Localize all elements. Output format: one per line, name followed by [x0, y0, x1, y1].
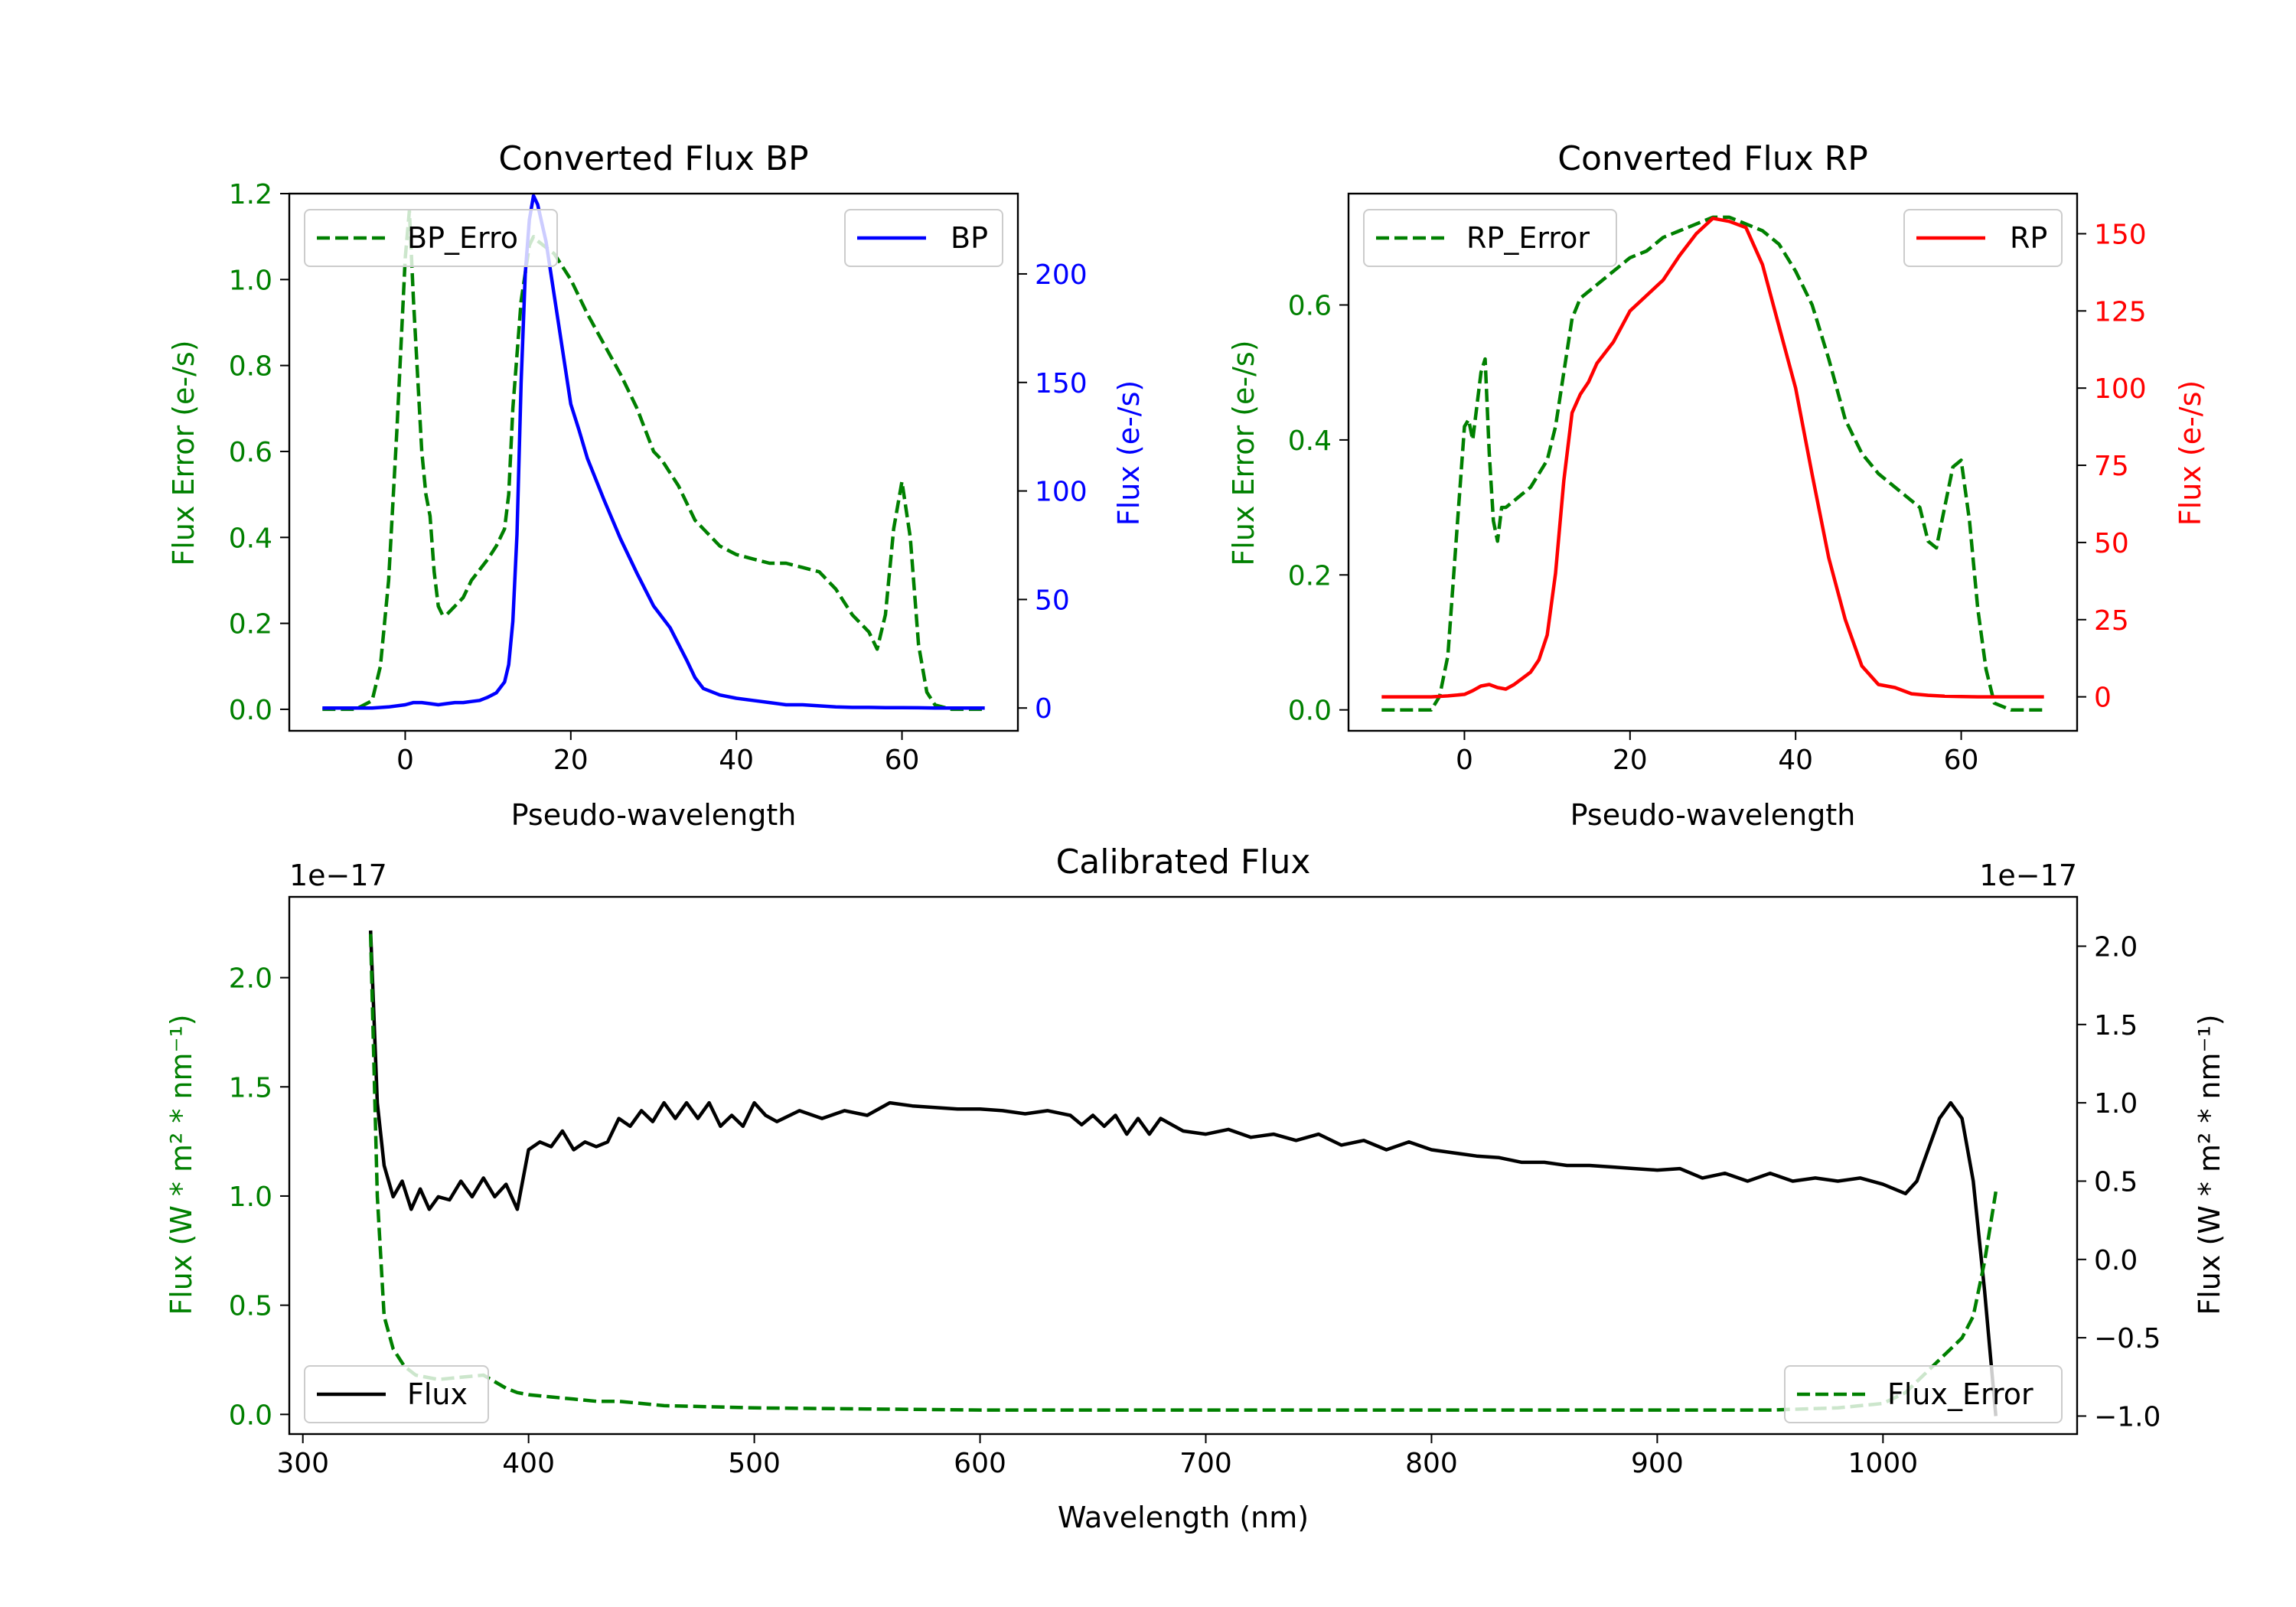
- x-tick-label: 0: [396, 745, 414, 776]
- panel-bp-title: Converted Flux BP: [498, 139, 808, 178]
- x-tick-label: 20: [1613, 745, 1648, 776]
- y-right-tick-label: −1.0: [2094, 1401, 2161, 1433]
- y-right-tick-label: 150: [1035, 368, 1088, 399]
- y-right-tick-label: 0: [2094, 683, 2112, 714]
- x-tick-label: 600: [954, 1448, 1006, 1479]
- y-left-tick-label: 0.2: [1288, 560, 1332, 592]
- y-right-tick-label: 1.5: [2094, 1010, 2138, 1041]
- y-left-tick-label: 1.0: [229, 265, 272, 296]
- y-right-tick-label: 25: [2094, 605, 2129, 637]
- x-tick-label: 400: [502, 1448, 555, 1479]
- x-tick-label: 800: [1405, 1448, 1458, 1479]
- legend-box: [304, 1365, 489, 1423]
- panel-calibrated-offset-left: 1e−17: [289, 859, 387, 892]
- panel-bp-frame: [288, 192, 1019, 732]
- panel-calibrated-frame: [288, 895, 2079, 1436]
- y-left-tick-label: 0.8: [229, 351, 272, 383]
- legend-box: [1363, 209, 1617, 267]
- panel-bp-ylabel-right: Flux (e-/s): [1112, 380, 1146, 526]
- panel-rp-title: Converted Flux RP: [1557, 139, 1868, 178]
- panel-calibrated-ylabel-left: Flux (W * m² * nm⁻¹): [165, 1014, 198, 1315]
- y-right-tick-label: 100: [1035, 477, 1088, 508]
- legend-label-flux-error: Flux_Error: [1887, 1377, 2033, 1411]
- legend-label-flux: Flux: [407, 1377, 468, 1411]
- y-left-tick-label: 0.6: [229, 437, 272, 468]
- x-tick-label: 500: [728, 1448, 781, 1479]
- series-line-bp-error: [322, 209, 985, 712]
- panel-calibrated-ylabel-right: Flux (W * m² * nm⁻¹): [2193, 1014, 2226, 1315]
- x-tick-label: 60: [885, 745, 920, 776]
- panel-bp-xlabel: Pseudo-wavelength: [511, 798, 797, 832]
- panel-calibrated-legend-left: Flux: [304, 1365, 489, 1423]
- series-line-rp-error: [1381, 215, 2044, 712]
- panel-bp-ylabel-left: Flux Error (e-/s): [167, 340, 201, 566]
- y-left-tick-label: 0.0: [1288, 696, 1332, 727]
- y-right-tick-label: 50: [1035, 585, 1070, 616]
- y-left-tick-label: 0.0: [229, 695, 272, 726]
- series-line-rp: [1381, 217, 2044, 699]
- panel-rp-xlabel: Pseudo-wavelength: [1570, 798, 1856, 832]
- legend-label-bp: BP: [951, 221, 988, 255]
- x-tick-label: 900: [1631, 1448, 1684, 1479]
- y-left-tick-label: 2.0: [229, 963, 272, 995]
- x-tick-label: 60: [1944, 745, 1979, 776]
- panel-rp-legend-right: RP: [1903, 209, 2063, 267]
- y-right-tick-label: 100: [2094, 373, 2147, 405]
- y-left-tick-label: 0.4: [1288, 425, 1332, 457]
- panel-rp-frame: [1347, 192, 2079, 732]
- series-line-bp: [322, 194, 985, 710]
- y-left-tick-label: 1.0: [229, 1182, 272, 1213]
- y-left-tick-label: 0.4: [229, 523, 272, 554]
- panel-bp-legend-left: BP_Erro: [304, 209, 558, 267]
- y-right-tick-label: 0: [1035, 693, 1052, 725]
- x-tick-label: 1000: [1848, 1448, 1919, 1479]
- y-right-tick-label: 125: [2094, 296, 2147, 328]
- x-tick-label: 20: [553, 745, 589, 776]
- y-right-tick-label: 2.0: [2094, 931, 2138, 963]
- panel-bp-plot: 0 20 40 60 0.0 0.2 0.4 0.6 0.8 1.0 1.2 0 50 100 150 200: [229, 179, 1088, 776]
- y-right-tick-label: 0.5: [2094, 1166, 2138, 1198]
- panel-rp: Converted Flux RP Pseudo-wavelength Flux…: [1227, 139, 2207, 832]
- panel-calibrated: Calibrated Flux Wavelength (nm) 1e−17 1e…: [165, 843, 2226, 1534]
- panel-calibrated-legend-right: Flux_Error: [1784, 1365, 2063, 1423]
- series-line-flux: [368, 930, 1998, 1416]
- panel-rp-plot: 0 20 40 60 0.0 0.2 0.4 0.6 0 25 50 75 100 125 150: [1288, 215, 2147, 776]
- y-right-tick-label: −0.5: [2094, 1323, 2161, 1354]
- x-tick-label: 40: [719, 745, 754, 776]
- y-left-tick-label: 0.2: [229, 609, 272, 641]
- y-left-tick-label: 0.5: [229, 1291, 272, 1322]
- legend-box: [304, 209, 558, 267]
- panel-calibrated-offset-right: 1e−17: [1979, 859, 2077, 892]
- panel-bp: Converted Flux BP Pseudo-wavelength Flux…: [167, 139, 1146, 832]
- x-tick-label: 300: [276, 1448, 329, 1479]
- panel-rp-legend-left: RP_Error: [1363, 209, 1617, 267]
- y-left-tick-label: 0.0: [229, 1400, 272, 1431]
- y-left-tick-label: 1.2: [229, 179, 272, 210]
- y-right-tick-label: 1.0: [2094, 1088, 2138, 1120]
- panel-calibrated-title: Calibrated Flux: [1056, 843, 1311, 882]
- y-left-tick-label: 1.5: [229, 1072, 272, 1103]
- y-right-tick-label: 0.0: [2094, 1245, 2138, 1276]
- panel-rp-ylabel-right: Flux (e-/s): [2174, 380, 2207, 526]
- legend-label-bp-error: BP_Erro: [407, 221, 518, 255]
- legend-label-rp-error: RP_Error: [1466, 221, 1590, 255]
- x-tick-label: 700: [1179, 1448, 1232, 1479]
- x-tick-label: 40: [1778, 745, 1813, 776]
- panel-bp-legend-right: BP: [844, 209, 1003, 267]
- y-left-tick-label: 0.6: [1288, 291, 1332, 322]
- legend-box: [1784, 1365, 2063, 1423]
- panel-calibrated-xlabel: Wavelength (nm): [1058, 1501, 1309, 1534]
- y-right-tick-label: 150: [2094, 219, 2147, 250]
- y-right-tick-label: 50: [2094, 528, 2129, 559]
- y-right-tick-label: 200: [1035, 259, 1088, 291]
- panel-rp-ylabel-left: Flux Error (e-/s): [1227, 340, 1261, 566]
- y-right-tick-label: 75: [2094, 451, 2129, 482]
- x-tick-label: 0: [1456, 745, 1473, 776]
- legend-label-rp: RP: [2010, 221, 2047, 255]
